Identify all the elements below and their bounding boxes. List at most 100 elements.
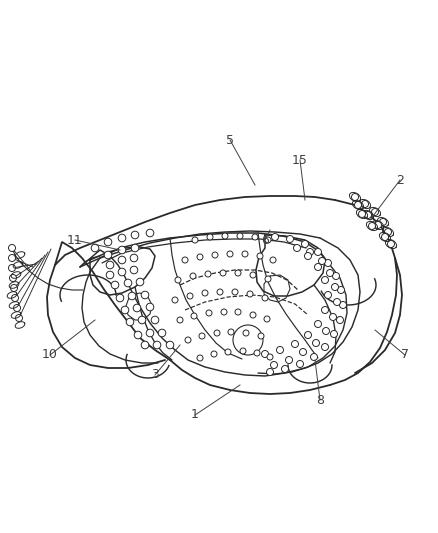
Text: 2: 2 <box>396 174 404 187</box>
Circle shape <box>158 329 166 337</box>
Text: 7: 7 <box>401 349 409 361</box>
Circle shape <box>8 245 15 252</box>
Circle shape <box>121 306 129 314</box>
Circle shape <box>325 260 332 266</box>
Circle shape <box>385 229 392 236</box>
Circle shape <box>233 325 263 355</box>
Circle shape <box>293 245 300 252</box>
Circle shape <box>252 234 258 240</box>
Circle shape <box>185 337 191 343</box>
Circle shape <box>225 349 231 355</box>
Circle shape <box>270 257 276 263</box>
Circle shape <box>11 295 18 302</box>
Circle shape <box>197 254 203 260</box>
Circle shape <box>318 257 325 264</box>
Circle shape <box>220 270 226 276</box>
Circle shape <box>118 256 126 264</box>
Circle shape <box>321 306 328 313</box>
Circle shape <box>258 333 264 339</box>
Circle shape <box>202 290 208 296</box>
Circle shape <box>265 237 271 243</box>
Circle shape <box>235 270 241 276</box>
Circle shape <box>272 233 279 240</box>
Text: 11: 11 <box>67 233 83 246</box>
Circle shape <box>240 348 246 354</box>
Circle shape <box>141 341 149 349</box>
Circle shape <box>221 309 227 315</box>
Circle shape <box>331 330 338 337</box>
Circle shape <box>205 271 211 277</box>
Circle shape <box>124 279 132 287</box>
Circle shape <box>338 287 345 294</box>
Circle shape <box>153 341 161 349</box>
Circle shape <box>304 253 311 260</box>
Circle shape <box>232 289 238 295</box>
Circle shape <box>321 343 328 351</box>
Circle shape <box>332 272 339 279</box>
Circle shape <box>11 285 18 292</box>
Circle shape <box>104 238 112 246</box>
Circle shape <box>301 240 308 247</box>
Circle shape <box>264 316 270 322</box>
Circle shape <box>325 292 332 298</box>
Circle shape <box>227 251 233 257</box>
Circle shape <box>371 208 378 215</box>
Circle shape <box>243 330 249 336</box>
Circle shape <box>271 361 278 368</box>
Circle shape <box>321 277 328 284</box>
Circle shape <box>197 355 203 361</box>
Text: 5: 5 <box>226 133 234 147</box>
Circle shape <box>352 193 358 200</box>
Circle shape <box>329 313 336 320</box>
Circle shape <box>336 317 343 324</box>
Circle shape <box>262 295 268 301</box>
Circle shape <box>311 353 318 360</box>
Circle shape <box>10 274 17 281</box>
Text: 3: 3 <box>151 368 159 382</box>
Circle shape <box>146 229 154 237</box>
Circle shape <box>126 318 134 326</box>
Circle shape <box>276 346 283 353</box>
Circle shape <box>250 312 256 318</box>
Circle shape <box>254 350 260 356</box>
Circle shape <box>214 330 220 336</box>
Circle shape <box>182 257 188 263</box>
Circle shape <box>106 261 114 269</box>
Circle shape <box>175 277 181 283</box>
Circle shape <box>118 246 126 254</box>
Circle shape <box>228 329 234 335</box>
Circle shape <box>267 354 273 360</box>
Circle shape <box>217 289 223 295</box>
Circle shape <box>206 310 212 316</box>
Circle shape <box>282 366 289 373</box>
Circle shape <box>297 360 304 367</box>
Circle shape <box>364 212 371 219</box>
Circle shape <box>286 236 293 243</box>
Text: 1: 1 <box>191 408 199 422</box>
Circle shape <box>131 244 139 252</box>
Circle shape <box>312 340 319 346</box>
Circle shape <box>314 263 321 271</box>
Circle shape <box>91 244 99 252</box>
Circle shape <box>177 317 183 323</box>
Circle shape <box>14 304 21 311</box>
Circle shape <box>8 254 15 262</box>
Circle shape <box>242 251 248 257</box>
Circle shape <box>286 357 293 364</box>
Circle shape <box>192 237 198 243</box>
Circle shape <box>111 281 119 289</box>
Text: 6: 6 <box>261 233 269 246</box>
Circle shape <box>118 268 126 276</box>
Circle shape <box>257 253 263 259</box>
Circle shape <box>15 314 22 321</box>
Circle shape <box>146 303 154 311</box>
Circle shape <box>326 270 333 277</box>
Circle shape <box>265 276 271 282</box>
Circle shape <box>134 331 142 339</box>
Circle shape <box>292 341 299 348</box>
Circle shape <box>247 291 253 297</box>
Circle shape <box>261 351 268 358</box>
Circle shape <box>116 294 124 302</box>
Circle shape <box>166 341 174 349</box>
Circle shape <box>212 252 218 258</box>
